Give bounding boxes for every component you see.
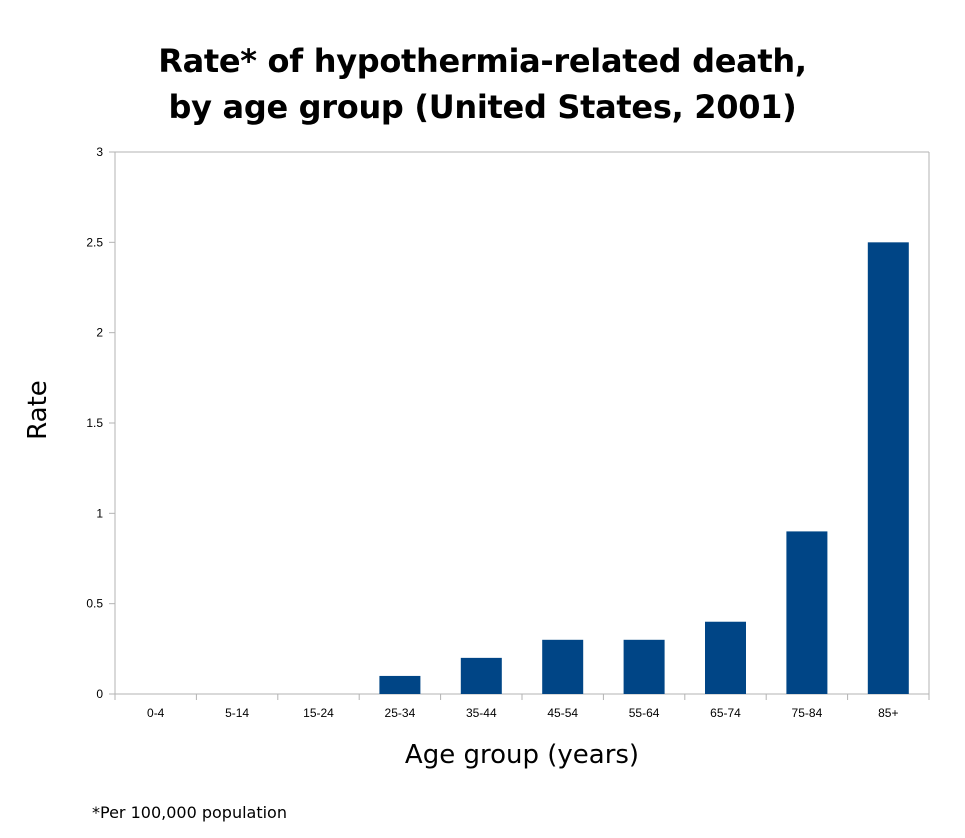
x-tick-label: 5-14: [225, 706, 249, 720]
y-tick-label: 2: [96, 326, 103, 340]
chart-title-line-1: Rate* of hypothermia-related death,: [158, 42, 807, 80]
y-tick-label: 1: [96, 506, 103, 520]
footnote: *Per 100,000 population: [92, 803, 287, 822]
x-axis-title: Age group (years): [404, 740, 640, 770]
y-axis-title: Rate: [23, 380, 53, 440]
bar-65-74: [705, 621, 746, 694]
y-tick-label: 0.5: [86, 597, 103, 611]
bar-45-54: [542, 639, 584, 694]
x-tick-label: 65-74: [710, 706, 741, 720]
x-tick-label: 85+: [878, 706, 898, 720]
chart-title-line-2: by age group (United States, 2001): [168, 88, 797, 126]
bar-55-64: [623, 639, 665, 694]
x-axis-ticks: 0-4 5-14 15-24 25-34 35-44 45-54 55-64 65-74 75-…: [114, 694, 930, 720]
y-tick-label: 2.5: [86, 235, 103, 249]
bar-25-34: [379, 675, 421, 694]
y-tick-label: 0: [96, 687, 103, 701]
y-tick-label: 3: [96, 145, 103, 159]
bar-75-84: [786, 531, 828, 694]
x-tick-label: 75-84: [792, 706, 823, 720]
x-tick-label: 0-4: [147, 706, 165, 720]
bar-35-44: [460, 657, 502, 694]
chart-title: Rate* of hypothermia-related death, by a…: [0, 38, 965, 130]
bar-85+: [867, 242, 909, 695]
x-tick-label: 45-54: [547, 706, 578, 720]
x-tick-label: 15-24: [303, 706, 334, 720]
y-tick-label: 1.5: [86, 416, 103, 430]
x-tick-label: 25-34: [385, 706, 416, 720]
x-tick-label: 35-44: [466, 706, 497, 720]
y-axis-ticks: 0 0.5 1 1.5 2 2.5 3: [86, 145, 115, 701]
chart-bars: [379, 242, 909, 695]
x-tick-label: 55-64: [629, 706, 660, 720]
